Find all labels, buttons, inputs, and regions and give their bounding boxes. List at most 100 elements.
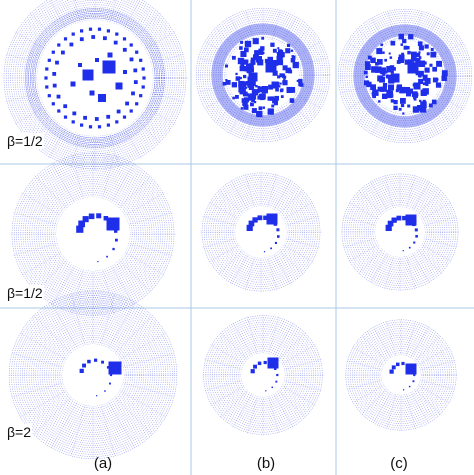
radial-texture (71, 153, 84, 199)
ring (374, 348, 428, 402)
row-label-2: β=1/2 (6, 285, 44, 301)
inner-disk (235, 206, 287, 258)
panel-c2 (341, 173, 459, 291)
radial-texture (282, 344, 316, 365)
ring (57, 339, 129, 411)
pattern-square (365, 64, 371, 70)
pattern-square (255, 85, 258, 88)
ring (351, 22, 459, 130)
pattern-square (375, 66, 382, 73)
radial-texture (294, 41, 322, 58)
pattern-square (415, 52, 421, 58)
pattern-square (267, 96, 272, 101)
ring (27, 168, 159, 300)
pattern-square (272, 48, 277, 53)
ring-square (141, 67, 145, 71)
pattern-square (398, 33, 404, 40)
radial-texture (51, 265, 75, 306)
spiral-square (391, 217, 397, 223)
pattern-square (407, 104, 411, 108)
pattern-square (386, 92, 393, 99)
radial-texture (20, 332, 67, 360)
ring-square (139, 58, 143, 62)
radial-texture (273, 254, 292, 285)
pattern-square (424, 77, 431, 84)
radial-texture (436, 42, 464, 59)
pattern-square (282, 80, 288, 86)
ring-square (129, 109, 133, 113)
radial-texture (208, 201, 239, 220)
ring (219, 190, 303, 274)
ring-square (122, 37, 127, 41)
pattern-square (249, 93, 257, 100)
radial-texture (11, 353, 64, 368)
radial-texture (284, 359, 322, 370)
pattern-square (370, 57, 376, 64)
ring (225, 337, 301, 413)
pattern-square (380, 43, 383, 47)
ring (44, 326, 142, 424)
pattern-square (411, 91, 418, 98)
radial-texture (342, 238, 376, 248)
large-square (267, 357, 279, 369)
radial-texture (108, 401, 136, 448)
spiral-square (268, 217, 273, 222)
ring (46, 328, 140, 422)
panel-b3 (202, 314, 324, 436)
ring (10, 0, 180, 163)
ring-square (133, 80, 138, 84)
radial-texture (422, 17, 439, 45)
ring-square (113, 40, 118, 45)
pattern-square (290, 58, 296, 63)
radial-texture (346, 380, 382, 390)
pattern-square (384, 58, 387, 62)
ring (32, 15, 158, 141)
pattern-square (418, 78, 424, 84)
ring (358, 332, 444, 418)
radial-texture (73, 0, 81, 23)
ring (238, 350, 288, 400)
pattern-square (378, 100, 381, 103)
pattern-square (393, 105, 398, 110)
pattern-square (285, 48, 291, 54)
spiral-square (87, 359, 91, 364)
pattern-square (261, 36, 265, 40)
ring (28, 310, 158, 440)
ring (19, 2, 171, 154)
radial-texture (11, 382, 64, 397)
radial-texture (102, 153, 115, 199)
pattern-square (249, 63, 254, 68)
pattern-square (248, 72, 258, 82)
ring (376, 350, 426, 400)
spiral-square (391, 365, 396, 370)
ring (29, 170, 157, 298)
pattern-square (95, 58, 99, 62)
ring-square (141, 85, 145, 89)
spiral-square (112, 247, 115, 251)
pattern-square (89, 90, 95, 96)
panel-b1 (195, 7, 331, 143)
pattern-square (292, 61, 299, 69)
ring-square (142, 76, 146, 80)
radial-texture (357, 28, 380, 51)
radial-texture (421, 202, 452, 220)
radial-texture (421, 244, 452, 262)
ring (59, 341, 127, 409)
ring-square (69, 42, 74, 47)
ring (23, 6, 167, 150)
spiral-square (101, 360, 104, 364)
spiral-square (403, 389, 405, 391)
pattern-square (238, 80, 245, 88)
radial-texture (100, 293, 115, 346)
ring-square (51, 50, 55, 54)
ring (214, 326, 312, 424)
pattern-square (382, 72, 386, 76)
ring-square (139, 94, 143, 98)
pattern-square (240, 41, 243, 44)
pattern-square (423, 61, 427, 65)
ring (215, 27, 311, 123)
ring (346, 178, 454, 286)
pattern-square (287, 43, 291, 47)
pattern-square (393, 100, 398, 105)
radial-texture (410, 326, 430, 358)
